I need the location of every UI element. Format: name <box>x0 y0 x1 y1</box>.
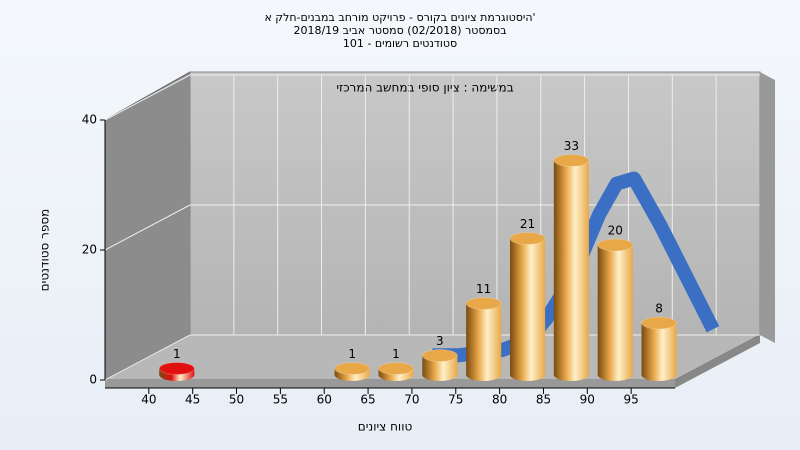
x-tick-label: 60 <box>317 393 332 407</box>
left-wall <box>104 71 191 381</box>
value-label: 11 <box>476 282 491 296</box>
bar-body <box>641 323 677 375</box>
x-tick-label: 65 <box>360 393 375 407</box>
y-tick-label: 40 <box>82 113 97 127</box>
bar <box>509 232 546 381</box>
x-tick-label: 80 <box>492 393 507 407</box>
bar-body <box>466 303 502 375</box>
bar-top <box>553 154 590 167</box>
title-line: סטודנטים רשומים - 101 <box>343 37 457 50</box>
x-tick-label: 75 <box>448 393 463 407</box>
x-tick-label: 40 <box>141 393 156 407</box>
y-tick-label: 20 <box>82 243 97 257</box>
y-tick-label: 0 <box>89 373 97 387</box>
floor-edge <box>105 380 675 388</box>
x-tick-label: 50 <box>229 393 244 407</box>
grid-line <box>104 204 191 251</box>
bar-top <box>421 349 458 362</box>
value-label: 1 <box>392 347 400 361</box>
x-tick-label: 45 <box>185 393 200 407</box>
bar <box>377 362 415 381</box>
title-line: בסמסטר (02/2018) סמסטר אביב 2018/19 <box>293 24 506 37</box>
bar-body <box>597 245 633 375</box>
grid-line <box>104 334 191 381</box>
title-line: היסטוגרמת ציונים בקורס - פרויקט מורחב במ… <box>264 11 535 24</box>
floor-edge <box>675 335 760 388</box>
bar-top <box>465 297 502 310</box>
value-label: 1 <box>173 347 181 361</box>
value-label: 3 <box>436 334 444 348</box>
bar-top <box>334 362 371 375</box>
x-tick-label: 70 <box>404 393 419 407</box>
bar-body <box>553 160 589 375</box>
bar <box>334 362 371 381</box>
bar <box>421 349 458 381</box>
bar <box>465 297 502 381</box>
x-axis-label: טווח ציונים <box>358 420 413 434</box>
bar <box>158 362 195 381</box>
value-label: 21 <box>520 217 535 231</box>
bar <box>641 316 678 381</box>
bar-top <box>377 362 415 375</box>
back-wall <box>189 71 761 336</box>
bar <box>597 238 634 381</box>
value-label: 8 <box>655 302 663 316</box>
x-tick-label: 95 <box>624 393 639 407</box>
x-tick-label: 55 <box>273 393 288 407</box>
grid-line <box>104 74 191 121</box>
y-axis-label: מספר סטודנטים <box>38 209 52 292</box>
bar-top <box>509 232 546 245</box>
bar-top <box>158 362 195 375</box>
value-label: 1 <box>348 347 356 361</box>
value-label: 20 <box>608 224 623 238</box>
bar-top <box>597 238 634 252</box>
x-tick-label: 90 <box>580 393 595 407</box>
bar-body <box>510 238 546 375</box>
x-tick-label: 85 <box>536 393 551 407</box>
bar <box>553 154 590 381</box>
value-label: 33 <box>564 139 579 153</box>
right-edge <box>760 72 775 343</box>
annotation: במשימה : ציון סופי במחשב המרכזי <box>336 81 513 95</box>
bar-top <box>641 316 678 330</box>
